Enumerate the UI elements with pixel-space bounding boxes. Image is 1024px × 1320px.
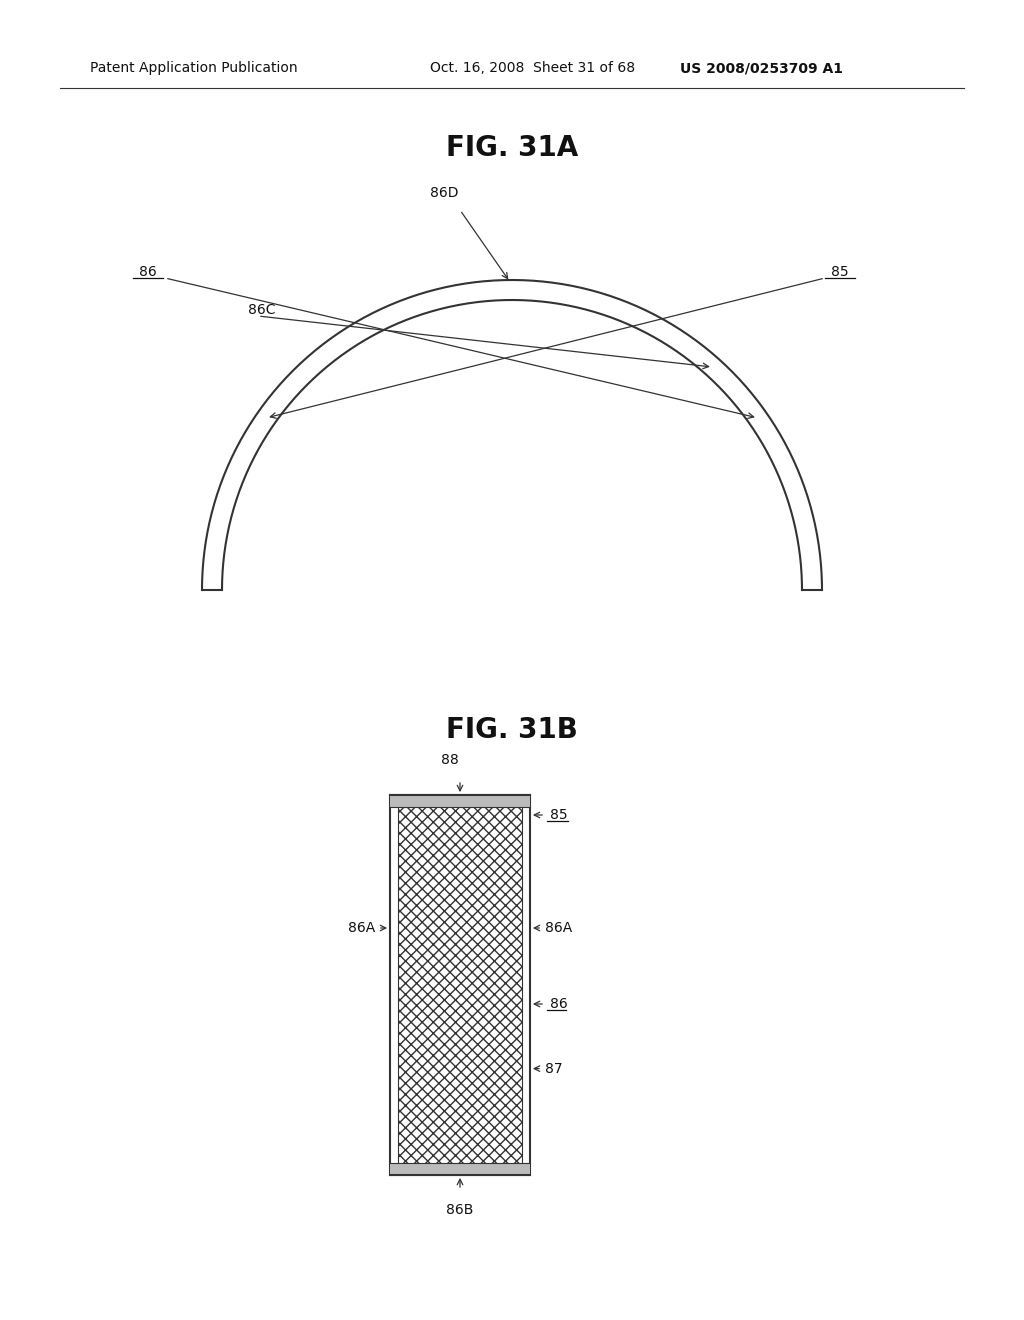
Text: 86B: 86B [446, 1203, 474, 1217]
Text: 86A: 86A [545, 921, 572, 935]
Bar [390, 1163, 530, 1175]
Text: Oct. 16, 2008  Sheet 31 of 68: Oct. 16, 2008 Sheet 31 of 68 [430, 61, 635, 75]
Text: 86D: 86D [430, 186, 459, 201]
Text: 85: 85 [550, 808, 567, 822]
Text: 87: 87 [545, 1061, 562, 1076]
Text: FIG. 31B: FIG. 31B [446, 715, 578, 744]
Text: 86C: 86C [248, 304, 275, 317]
Text: 86A: 86A [348, 921, 375, 935]
Bar [398, 803, 522, 1167]
Text: US 2008/0253709 A1: US 2008/0253709 A1 [680, 61, 843, 75]
Text: 86: 86 [550, 997, 567, 1011]
Text: 86: 86 [139, 265, 157, 279]
Text: 88: 88 [441, 752, 459, 767]
Text: Patent Application Publication: Patent Application Publication [90, 61, 298, 75]
Bar [390, 795, 530, 1175]
Text: 85: 85 [831, 265, 849, 279]
Text: FIG. 31A: FIG. 31A [445, 135, 579, 162]
Bar [390, 795, 530, 807]
